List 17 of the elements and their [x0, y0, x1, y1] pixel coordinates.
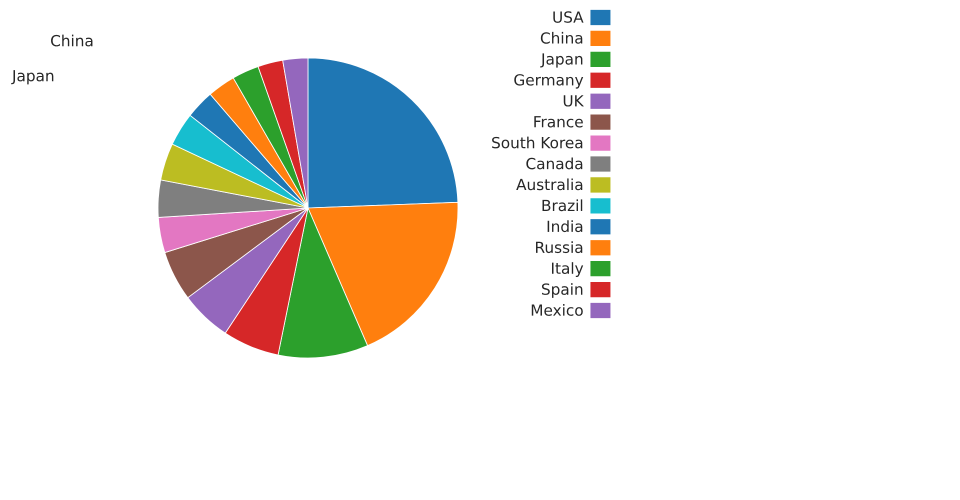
- text: China: [51, 34, 92, 46]
- legend-label: India: [548, 220, 582, 232]
- legend-label: UK: [564, 95, 584, 107]
- legend-label: South Korea: [492, 136, 582, 148]
- legend-label: Brazil: [542, 199, 582, 212]
- legend-label: Russia: [536, 241, 582, 254]
- legend-label: USA: [553, 11, 584, 23]
- text: Japan: [11, 70, 54, 84]
- legend-label: Spain: [542, 283, 582, 298]
- legend-label: Germany: [514, 74, 584, 89]
- legend-label: France: [534, 116, 583, 128]
- legend-label: Italy: [552, 262, 584, 277]
- legend-label: Australia: [516, 178, 582, 190]
- legend-label: Japan: [540, 53, 582, 68]
- legend-label: Canada: [526, 158, 582, 170]
- legend-label: China: [540, 32, 582, 44]
- legend-label: Mexico: [532, 304, 583, 316]
